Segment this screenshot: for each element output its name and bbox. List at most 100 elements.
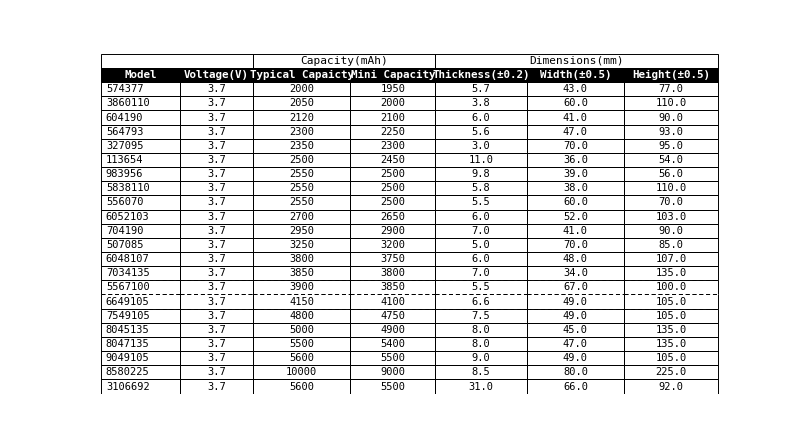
Bar [435, 195, 527, 210]
Text: 3.7: 3.7 [207, 381, 226, 392]
Text: 1950: 1950 [380, 84, 405, 94]
Bar [350, 365, 435, 380]
Bar [101, 351, 180, 365]
Bar [180, 153, 252, 167]
Text: Thickness(±0.2): Thickness(±0.2) [432, 70, 530, 80]
Bar [527, 210, 624, 224]
Bar [180, 82, 252, 96]
Text: 49.0: 49.0 [562, 353, 588, 363]
Bar [435, 224, 527, 238]
Text: 38.0: 38.0 [562, 183, 588, 193]
Bar [180, 252, 252, 266]
Bar [101, 380, 180, 393]
Bar [624, 224, 718, 238]
Text: 3850: 3850 [380, 283, 405, 292]
Text: 8047135: 8047135 [105, 339, 149, 349]
Text: 66.0: 66.0 [562, 381, 588, 392]
Text: Mini Capacity: Mini Capacity [351, 70, 435, 80]
Bar [101, 139, 180, 153]
Bar [527, 280, 624, 295]
Bar [435, 309, 527, 323]
Text: 43.0: 43.0 [562, 84, 588, 94]
Text: 3800: 3800 [380, 268, 405, 278]
Bar [180, 337, 252, 351]
Bar [527, 195, 624, 210]
Bar [252, 124, 350, 139]
Text: 3.7: 3.7 [207, 254, 226, 264]
Text: 49.0: 49.0 [562, 311, 588, 321]
Text: 3.7: 3.7 [207, 240, 226, 250]
Bar [101, 82, 180, 96]
Text: 2950: 2950 [289, 226, 314, 236]
Bar [624, 365, 718, 380]
Bar [101, 68, 180, 82]
Bar [350, 380, 435, 393]
Bar [350, 280, 435, 295]
Bar [101, 153, 180, 167]
Bar [624, 323, 718, 337]
Bar [101, 252, 180, 266]
Bar [350, 139, 435, 153]
Text: 6.0: 6.0 [471, 212, 491, 222]
Bar [527, 167, 624, 181]
Bar [252, 238, 350, 252]
Bar [350, 380, 435, 393]
Bar [180, 224, 252, 238]
Text: 3.7: 3.7 [207, 311, 226, 321]
Bar [350, 124, 435, 139]
Bar [101, 252, 180, 266]
Bar [350, 266, 435, 280]
Bar [180, 266, 252, 280]
Text: 48.0: 48.0 [562, 254, 588, 264]
Text: 3.7: 3.7 [207, 212, 226, 222]
Text: 5.5: 5.5 [471, 283, 491, 292]
Bar [527, 139, 624, 153]
Text: 2900: 2900 [380, 226, 405, 236]
Text: 77.0: 77.0 [658, 84, 683, 94]
Text: 135.0: 135.0 [655, 268, 686, 278]
Text: 7.5: 7.5 [471, 311, 491, 321]
Bar [180, 323, 252, 337]
Text: 3.7: 3.7 [207, 183, 226, 193]
Bar [101, 195, 180, 210]
Text: 2650: 2650 [380, 212, 405, 222]
Bar [350, 167, 435, 181]
Text: 60.0: 60.0 [562, 198, 588, 207]
Bar [435, 252, 527, 266]
Text: 5500: 5500 [289, 339, 314, 349]
Bar [527, 195, 624, 210]
Bar [527, 380, 624, 393]
Bar [435, 167, 527, 181]
Bar [101, 365, 180, 380]
Text: 9049105: 9049105 [105, 353, 149, 363]
Bar [624, 337, 718, 351]
Bar [101, 110, 180, 124]
Text: 2550: 2550 [289, 183, 314, 193]
Bar [252, 124, 350, 139]
Bar [624, 210, 718, 224]
Bar [350, 82, 435, 96]
Bar [435, 337, 527, 351]
Text: 3.7: 3.7 [207, 198, 226, 207]
Text: Model: Model [125, 70, 157, 80]
Text: Dimensions(mm): Dimensions(mm) [530, 56, 624, 66]
Bar [435, 295, 527, 309]
Bar [101, 167, 180, 181]
Text: 2250: 2250 [380, 127, 405, 137]
Bar [101, 167, 180, 181]
Bar [435, 181, 527, 195]
Text: 11.0: 11.0 [468, 155, 494, 165]
Bar [252, 351, 350, 365]
Bar [624, 238, 718, 252]
Bar [252, 380, 350, 393]
Bar [180, 210, 252, 224]
Bar [101, 323, 180, 337]
Text: 34.0: 34.0 [562, 268, 588, 278]
Bar [101, 238, 180, 252]
Bar [252, 365, 350, 380]
Text: 105.0: 105.0 [655, 311, 686, 321]
Text: 3.7: 3.7 [207, 98, 226, 109]
Text: Height(±0.5): Height(±0.5) [632, 70, 710, 80]
Bar [527, 153, 624, 167]
Bar [527, 252, 624, 266]
